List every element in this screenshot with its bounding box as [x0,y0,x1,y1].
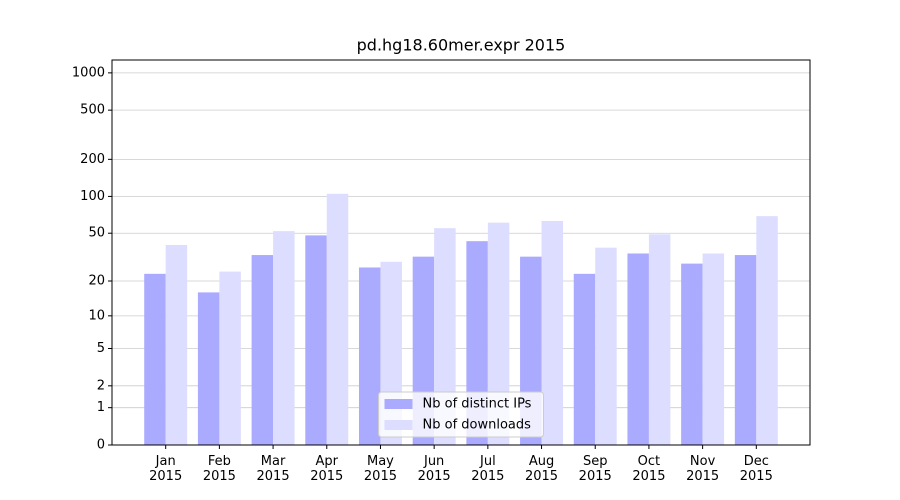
x-tick-label: Jan 2015 [149,454,183,484]
bar [251,255,274,445]
x-tick-label: Apr 2015 [310,454,344,484]
x-tick-label: Aug 2015 [524,454,559,484]
bar [219,271,241,445]
bar [197,292,220,445]
bar [144,273,166,445]
bar [734,255,757,445]
y-tick-label: 2 [97,378,105,393]
bar [756,216,778,445]
y-tick-label: 50 [88,226,105,241]
bar [541,220,564,445]
bar [358,267,381,445]
bar [434,228,456,445]
x-tick-label: Oct 2015 [632,454,666,484]
bar [595,247,617,445]
plot-frame [111,59,811,446]
x-tick-label: Sep 2015 [578,454,612,484]
legend-swatch [384,420,413,430]
y-tick-label: 100 [80,189,105,204]
x-tick-label: Dec 2015 [739,454,773,484]
bar [165,244,188,445]
bar [681,263,703,445]
y-tick-label: 200 [80,152,105,167]
y-tick-label: 500 [80,103,105,118]
x-tick-label: Nov 2015 [686,454,720,484]
y-tick-label: 1 [97,400,105,415]
chart-title: pd.hg18.60mer.expr 2015 [357,36,566,55]
legend-label: Nb of downloads [423,418,532,433]
bar [487,222,510,445]
x-tick-label: Jun 2015 [417,454,451,484]
legend: Nb of distinct IPs Nb of downloads [378,391,544,438]
legend-box [378,391,544,438]
y-tick-label: 10 [88,308,105,323]
bar [627,253,649,445]
x-tick-label: May 2015 [363,454,397,484]
y-tick-label: 20 [88,274,105,289]
bar [573,273,596,445]
y-tick-label: 5 [97,341,105,356]
bar [326,193,349,445]
y-tick-label: 1000 [72,65,105,80]
x-tick-label: Jul 2015 [471,454,505,484]
bar [273,231,295,445]
legend-label: Nb of distinct IPs [423,397,532,412]
bar [702,253,725,445]
x-tick-label: Mar 2015 [256,454,290,484]
legend-swatch [384,399,413,409]
bar [305,235,327,445]
bar [648,234,671,445]
x-tick-label: Feb 2015 [202,454,236,484]
y-tick-label: 0 [97,438,105,453]
